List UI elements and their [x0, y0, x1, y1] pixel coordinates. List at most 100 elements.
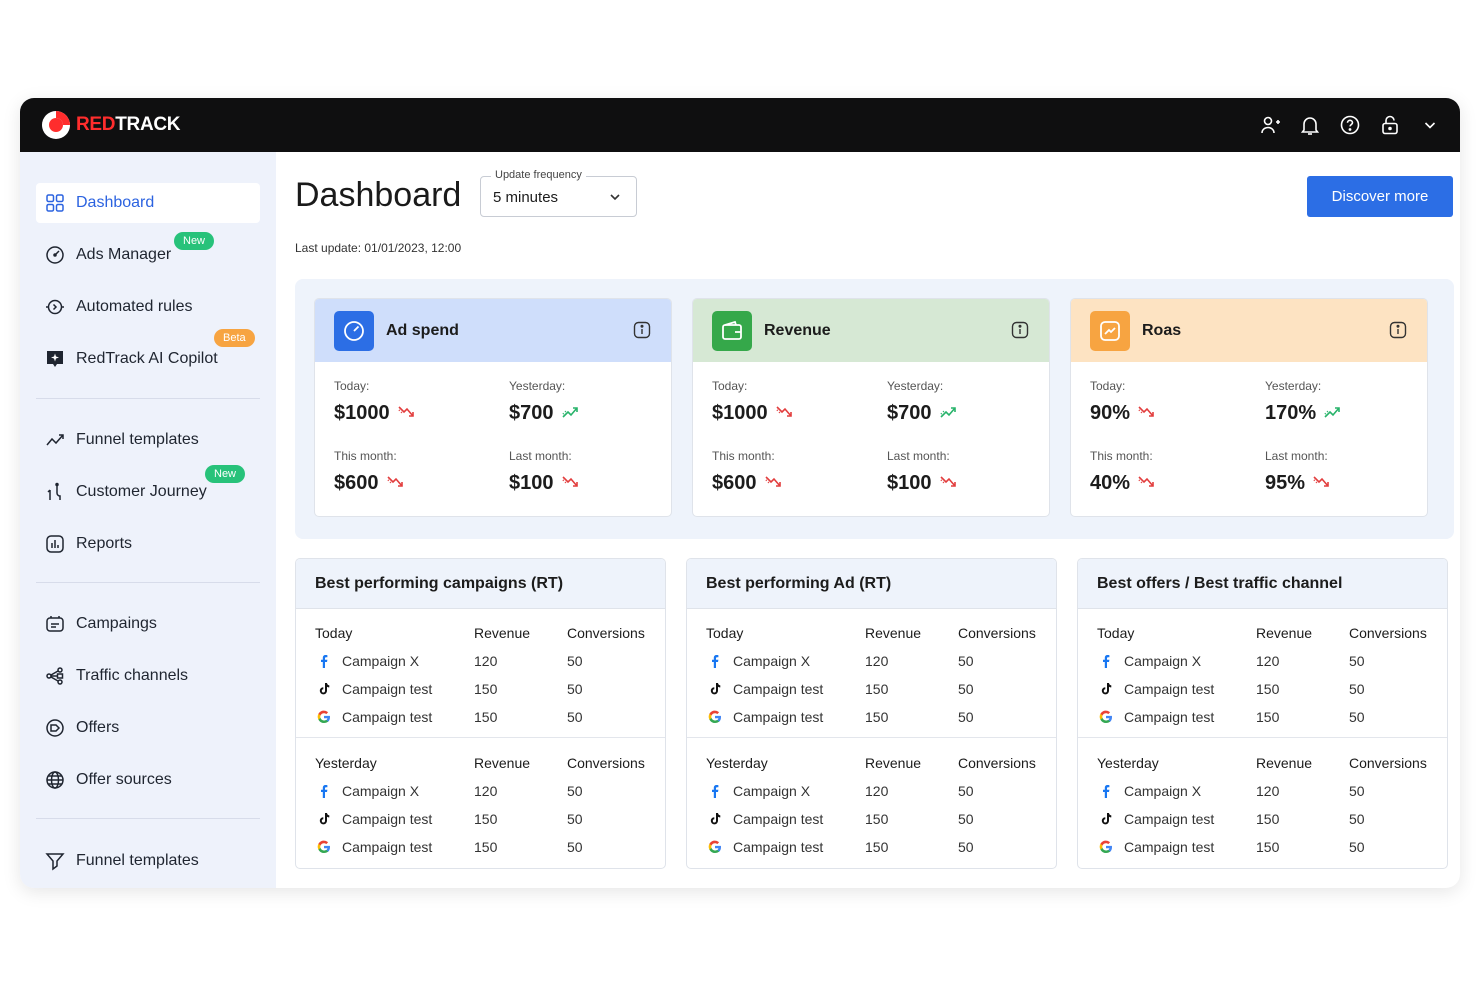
top-bar: REDTRACK: [20, 98, 1460, 152]
google-icon: [317, 710, 331, 724]
conversions-header: Conversions: [1349, 625, 1427, 641]
table-row[interactable]: Campaign test 150 50: [296, 833, 665, 861]
revenue-header: Revenue: [865, 625, 922, 641]
sidebar-item-dashboard[interactable]: Dashboard: [36, 183, 260, 223]
campaign-name: Campaign test: [342, 839, 433, 855]
sidebar-item-campaigns[interactable]: Campaings: [36, 604, 260, 644]
conversions-value: 50: [1349, 839, 1365, 855]
sidebar-item-funnel-templates-2[interactable]: Funnel templates: [36, 841, 260, 881]
facebook-icon: [317, 654, 331, 668]
revenue-value: 150: [474, 681, 498, 697]
tiktok-icon: [317, 682, 331, 696]
sidebar-item-offers[interactable]: Offers: [36, 708, 260, 748]
app-window: REDTRACK Dashboard: [20, 98, 1460, 888]
bell-icon[interactable]: [1298, 113, 1322, 137]
campaign-name: Campaign X: [733, 783, 811, 799]
sidebar-item-label: RedTrack AI Copilot: [76, 350, 218, 367]
tiktok-icon: [317, 812, 331, 826]
last-update-text: Last update: 01/01/2023, 12:00: [295, 241, 462, 255]
user-plus-icon[interactable]: [1258, 113, 1282, 137]
speedometer-icon: [334, 310, 374, 351]
sidebar: Dashboard Ads Manager New Automated rule…: [20, 152, 276, 888]
revenue-header: Revenue: [865, 755, 922, 771]
campaign-name: Campaign test: [733, 811, 824, 827]
revenue-value: 150: [474, 839, 498, 855]
table-header-row: Today Revenue Conversions: [296, 619, 665, 647]
revenue-value: 120: [865, 653, 889, 669]
revenue-value: 120: [1256, 653, 1280, 669]
sidebar-item-label: Ads Manager: [76, 246, 172, 263]
trend-up-icon: [1324, 402, 1344, 425]
campaign-name: Campaign test: [733, 709, 824, 725]
table-row[interactable]: Campaign X 120 50: [687, 647, 1056, 675]
conversions-header: Conversions: [958, 755, 1036, 771]
sidebar-item-label: Offer sources: [76, 771, 172, 788]
table-row[interactable]: Campaign X 120 50: [1078, 647, 1447, 675]
revenue-value: 150: [1256, 709, 1280, 725]
info-icon[interactable]: [1011, 321, 1029, 339]
sidebar-item-ads-manager[interactable]: Ads Manager: [36, 235, 260, 275]
gauge-icon: [44, 244, 66, 266]
table-header-row: Yesterday Revenue Conversions: [687, 749, 1056, 777]
sidebar-item-reports[interactable]: Reports: [36, 524, 260, 564]
info-icon[interactable]: [633, 321, 651, 339]
trend-up-icon: [939, 402, 960, 425]
sidebar-item-ai-copilot[interactable]: RedTrack AI Copilot: [36, 339, 260, 379]
table-row[interactable]: Campaign test 150 50: [296, 805, 665, 833]
kpi-today: Today: $1000: [334, 379, 418, 425]
table-row[interactable]: Campaign X 120 50: [296, 647, 665, 675]
conversions-value: 50: [958, 839, 974, 855]
table-row[interactable]: Campaign test 150 50: [296, 703, 665, 731]
table-row[interactable]: Campaign test 150 50: [296, 675, 665, 703]
campaign-icon: [44, 613, 66, 635]
table-row[interactable]: Campaign test 150 50: [687, 805, 1056, 833]
lock-icon[interactable]: [1378, 113, 1402, 137]
revenue-value: 150: [1256, 839, 1280, 855]
help-icon[interactable]: [1338, 113, 1362, 137]
google-icon: [708, 710, 722, 724]
update-frequency-select[interactable]: Update frequency 5 minutes: [480, 169, 637, 217]
table-row[interactable]: Campaign test 150 50: [687, 833, 1056, 861]
info-icon[interactable]: [1389, 321, 1407, 339]
period-label: Yesterday: [706, 755, 768, 771]
table-row[interactable]: Campaign X 120 50: [687, 777, 1056, 805]
kpi-today: Today: $1000: [712, 379, 796, 425]
discover-more-button[interactable]: Discover more: [1307, 176, 1453, 217]
revenue-value: 150: [865, 839, 889, 855]
trend-down-icon: [764, 472, 785, 495]
conversions-value: 50: [1349, 783, 1365, 799]
period-label: Yesterday: [315, 755, 377, 771]
table-row[interactable]: Campaign test 150 50: [1078, 675, 1447, 703]
tiktok-icon: [1099, 682, 1113, 696]
revenue-value: 120: [474, 783, 498, 799]
sidebar-item-label: Customer Journey: [76, 483, 207, 500]
sidebar-item-funnel-templates[interactable]: Funnel templates: [36, 420, 260, 460]
tiktok-icon: [1099, 812, 1113, 826]
sidebar-item-automated-rules[interactable]: Automated rules: [36, 287, 260, 327]
revenue-value: 150: [865, 811, 889, 827]
trend-down-icon: [939, 472, 960, 495]
trend-down-icon: [386, 472, 407, 495]
table-row[interactable]: Campaign X 120 50: [296, 777, 665, 805]
sidebar-item-customer-journey[interactable]: Customer Journey: [36, 472, 260, 512]
table-row[interactable]: Campaign test 150 50: [1078, 805, 1447, 833]
conversions-value: 50: [958, 653, 974, 669]
table-row[interactable]: Campaign test 150 50: [687, 675, 1056, 703]
sidebar-item-offer-sources[interactable]: Offer sources: [36, 760, 260, 800]
logo[interactable]: REDTRACK: [40, 109, 181, 141]
trend-down-icon: [561, 472, 582, 495]
chevron-down-icon[interactable]: [1418, 113, 1442, 137]
table-row[interactable]: Campaign test 150 50: [1078, 833, 1447, 861]
trend-up-icon: [561, 402, 582, 425]
table-row[interactable]: Campaign test 150 50: [687, 703, 1056, 731]
trend-down-icon: [1138, 402, 1158, 425]
table-row[interactable]: Campaign X 120 50: [1078, 777, 1447, 805]
tiktok-icon: [708, 812, 722, 826]
table-title: Best performing Ad (RT): [687, 559, 1056, 609]
update-frequency-label: Update frequency: [491, 169, 586, 181]
table-row[interactable]: Campaign test 150 50: [1078, 703, 1447, 731]
conversions-value: 50: [958, 681, 974, 697]
sidebar-item-label: Dashboard: [76, 194, 155, 211]
sidebar-item-traffic-channels[interactable]: Traffic channels: [36, 656, 260, 696]
revenue-value: 150: [865, 709, 889, 725]
